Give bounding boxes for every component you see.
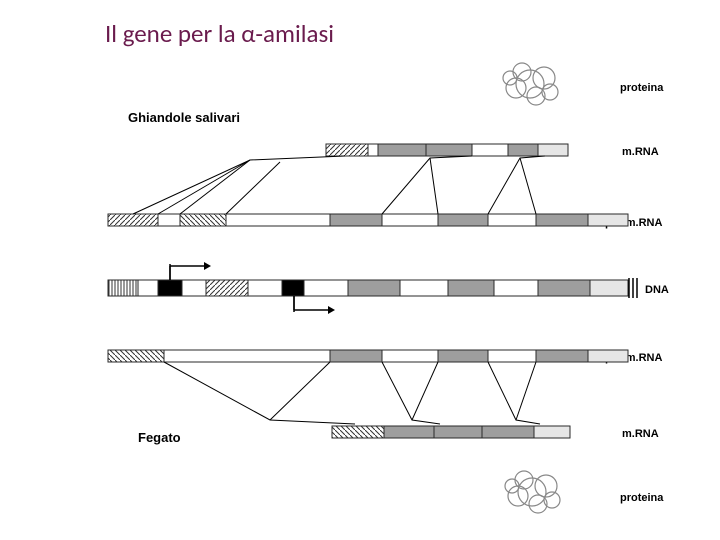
gene-diagram <box>0 0 720 540</box>
